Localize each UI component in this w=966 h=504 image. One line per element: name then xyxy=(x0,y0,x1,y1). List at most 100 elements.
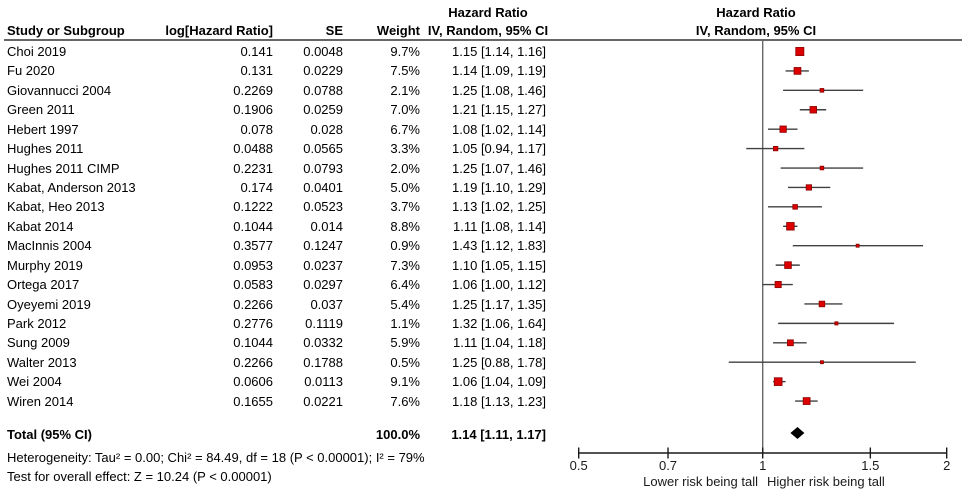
effect-marker xyxy=(818,300,826,308)
study-log-hr: 0.0606 xyxy=(233,374,273,390)
col-header-ci: IV, Random, 95% CI xyxy=(427,23,549,38)
study-se: 0.0221 xyxy=(303,393,343,409)
study-ci-text: 1.10 [1.05, 1.15] xyxy=(452,257,546,273)
effect-marker xyxy=(855,243,860,248)
effect-marker xyxy=(773,377,783,386)
study-weight: 8.8% xyxy=(390,218,420,234)
study-log-hr: 0.2266 xyxy=(233,296,273,312)
study-weight: 2.1% xyxy=(390,82,420,98)
study-name: Hebert 1997 xyxy=(7,121,79,137)
axis-label-higher-risk: Higher risk being tall xyxy=(767,474,885,489)
study-se: 0.0793 xyxy=(303,160,343,176)
study-log-hr: 0.1044 xyxy=(233,335,273,351)
total-label: Total (95% CI) xyxy=(7,427,92,442)
study-name: Hughes 2011 CIMP xyxy=(7,160,120,176)
study-weight: 3.7% xyxy=(390,199,420,215)
study-name: Kabat, Anderson 2013 xyxy=(7,179,136,195)
study-log-hr: 0.2266 xyxy=(233,354,273,370)
study-se: 0.028 xyxy=(310,121,343,137)
study-se: 0.0048 xyxy=(303,44,343,59)
study-se: 0.0565 xyxy=(303,141,343,157)
study-ci-text: 1.32 [1.06, 1.64] xyxy=(452,315,546,331)
study-ci-text: 1.43 [1.12, 1.83] xyxy=(452,238,546,254)
study-ci-text: 1.25 [1.07, 1.46] xyxy=(452,160,546,176)
study-name: Murphy 2019 xyxy=(7,257,83,273)
col-header-study: Study or Subgroup xyxy=(7,23,125,38)
total-ci-text: 1.14 [1.11, 1.17] xyxy=(451,427,546,442)
effect-marker xyxy=(819,88,825,93)
effect-marker xyxy=(795,47,805,56)
study-se: 0.1119 xyxy=(305,315,343,331)
study-log-hr: 0.2269 xyxy=(233,82,273,98)
study-name: Kabat, Heo 2013 xyxy=(7,199,105,215)
study-ci-text: 1.08 [1.02, 1.14] xyxy=(452,121,546,137)
study-weight: 9.7% xyxy=(390,44,420,59)
axis-tick-label: 2 xyxy=(943,458,951,473)
study-ci-text: 1.19 [1.10, 1.29] xyxy=(452,179,546,195)
plot-header-ci: IV, Random, 95% CI xyxy=(695,23,817,38)
axis-label-lower-risk: Lower risk being tall xyxy=(643,474,758,489)
study-name: Walter 2013 xyxy=(7,354,77,370)
study-se: 0.014 xyxy=(310,218,343,234)
study-ci-text: 1.13 [1.02, 1.25] xyxy=(452,199,546,215)
study-ci-text: 1.15 [1.14, 1.16] xyxy=(452,44,546,59)
effect-marker xyxy=(787,339,794,347)
study-ci-text: 1.11 [1.08, 1.14] xyxy=(453,218,546,234)
study-log-hr: 0.141 xyxy=(240,44,273,59)
study-name: Oyeyemi 2019 xyxy=(7,296,91,312)
plot-header-hazard-ratio-line1: Hazard Ratio xyxy=(716,5,796,20)
study-se: 0.0113 xyxy=(304,374,343,390)
study-weight: 0.9% xyxy=(390,238,420,254)
effect-marker xyxy=(784,261,792,269)
study-weight: 5.0% xyxy=(390,179,420,195)
study-log-hr: 0.0953 xyxy=(233,257,273,273)
study-se: 0.0523 xyxy=(303,199,343,215)
study-ci-text: 1.06 [1.04, 1.09] xyxy=(452,374,546,390)
study-weight: 5.4% xyxy=(390,296,420,312)
study-ci-text: 1.21 [1.15, 1.27] xyxy=(452,102,546,118)
axis-tick-label: 0.5 xyxy=(569,458,588,473)
overall-effect-note: Test for overall effect: Z = 10.24 (P < … xyxy=(7,469,272,484)
col-header-hazard-ratio-line1: Hazard Ratio xyxy=(448,5,528,20)
study-weight: 7.0% xyxy=(390,102,420,118)
study-name: Wiren 2014 xyxy=(7,393,74,409)
effect-marker xyxy=(786,222,795,231)
study-weight: 1.1% xyxy=(390,315,420,331)
total-diamond xyxy=(790,427,805,439)
axis-tick-label: 1.5 xyxy=(861,458,880,473)
study-name: Kabat 2014 xyxy=(7,218,74,234)
study-name: MacInnis 2004 xyxy=(7,238,92,254)
study-weight: 6.7% xyxy=(390,121,420,137)
study-weight: 7.5% xyxy=(390,63,420,79)
effect-marker xyxy=(773,145,779,152)
study-se: 0.0237 xyxy=(303,257,343,273)
study-se: 0.0332 xyxy=(303,335,343,351)
col-header-se: SE xyxy=(325,23,343,38)
study-name: Green 2011 xyxy=(7,102,75,118)
study-log-hr: 0.0488 xyxy=(233,141,273,157)
study-log-hr: 0.1906 xyxy=(233,102,273,118)
study-log-hr: 0.3577 xyxy=(233,238,273,254)
study-name: Park 2012 xyxy=(7,315,67,331)
study-ci-text: 1.18 [1.13, 1.23] xyxy=(452,393,546,409)
study-ci-text: 1.05 [0.94, 1.17] xyxy=(452,141,546,157)
study-ci-text: 1.25 [1.08, 1.46] xyxy=(452,82,546,98)
study-log-hr: 0.1655 xyxy=(233,393,273,409)
study-weight: 0.5% xyxy=(390,354,420,370)
study-name: Wei 2004 xyxy=(7,374,62,390)
study-se: 0.0297 xyxy=(303,277,343,292)
axis-tick-label: 0.7 xyxy=(658,458,678,473)
study-se: 0.0259 xyxy=(303,102,343,118)
heterogeneity-note: Heterogeneity: Tau² = 0.00; Chi² = 84.49… xyxy=(7,450,425,465)
study-se: 0.037 xyxy=(310,296,343,312)
effect-marker xyxy=(802,397,811,405)
study-ci-text: 1.14 [1.09, 1.19] xyxy=(452,63,546,79)
study-log-hr: 0.0583 xyxy=(233,277,273,292)
study-ci-text: 1.11 [1.04, 1.18] xyxy=(453,335,546,351)
study-weight: 5.9% xyxy=(390,335,420,351)
study-se: 0.1247 xyxy=(303,238,343,254)
axis-tick-label: 1 xyxy=(759,458,767,473)
effect-marker xyxy=(774,281,782,289)
effect-marker xyxy=(805,184,812,191)
